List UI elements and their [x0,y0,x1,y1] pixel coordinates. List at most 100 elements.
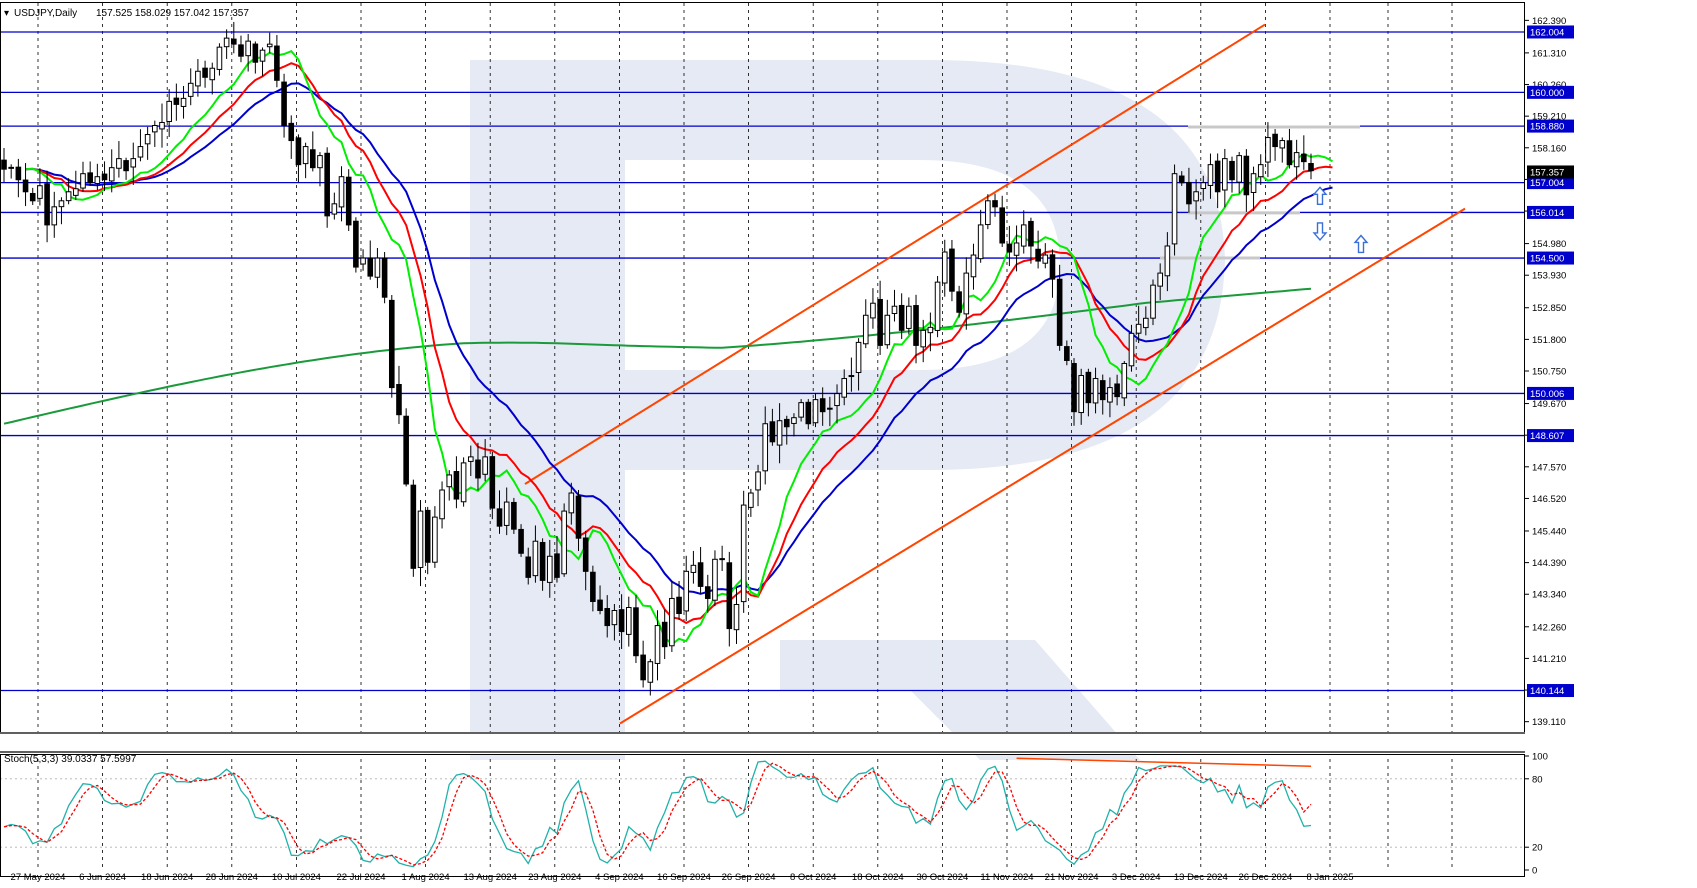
candle-body [561,510,567,575]
candle-body [281,81,287,126]
candle-body [776,420,783,446]
candle-body [956,291,962,313]
candle-body [1171,173,1178,245]
candle-body [862,314,869,345]
candle-body [1107,387,1113,403]
horizontal-levels [0,31,1525,692]
x-tick-label: 3 Dec 2024 [1112,872,1161,883]
candle-body [1150,284,1156,319]
candle-body [546,555,553,583]
candle-body [130,158,137,168]
candle-body [388,299,395,389]
candle-body [748,492,754,508]
candle-body [554,553,560,578]
stoch-divergence-line [1016,757,1312,768]
x-tick-label: 16 Sep 2024 [657,872,711,883]
candle-body [877,298,883,346]
candle-body [733,603,740,631]
y-tick-label: 139.110 [1532,717,1566,728]
candle-body [467,456,474,462]
y-tick-label: 141.210 [1532,654,1566,665]
header-arrow-icon[interactable]: ▾ [4,8,9,19]
candle-body [302,146,309,165]
candle-body [568,492,575,514]
candle-body [963,272,970,315]
candle-body [460,462,467,503]
candle-body [539,541,546,581]
candle-body [324,152,330,217]
candle-body [381,257,388,298]
candle-body [1056,278,1063,346]
stoch-tick-label: 0 [1532,866,1537,877]
x-tick-label: 26 Dec 2024 [1238,872,1292,883]
candle-body [116,158,122,169]
candle-body [697,562,704,587]
y-tick-label: 159.210 [1532,112,1566,123]
y-tick-label: 145.440 [1532,526,1566,537]
candle-body [920,329,927,348]
candle-body [295,137,302,166]
candle-body [1301,153,1307,163]
candle-body [582,537,589,572]
sell-arrow-icon [1312,222,1328,242]
candle-body [848,375,855,378]
candle-body [403,415,409,485]
y-tick-label: 146.520 [1532,494,1566,505]
candle-body [1114,383,1120,398]
candle-body [834,393,840,407]
candle-body [891,305,898,315]
level-badge-label: 162.004 [1530,27,1564,38]
y-tick-label: 153.930 [1532,271,1566,282]
level-badge-label: 160.000 [1530,88,1564,99]
y-tick-label: 143.340 [1532,590,1566,601]
x-tick-label: 21 Nov 2024 [1045,872,1099,883]
candle-body [1143,317,1149,329]
candle-body [633,607,639,657]
level-badge [1527,119,1574,133]
candle-body [654,625,661,664]
y-tick-label: 150.750 [1532,367,1566,378]
candle-body [949,248,955,292]
candle-body [29,192,36,202]
candle-body [934,281,941,331]
candle-body [439,489,445,520]
candle-body [1164,245,1171,277]
candle-body [1085,371,1092,404]
candle-body [1135,323,1142,334]
candle-body [202,67,208,78]
level-badge [1527,176,1574,190]
candle-body [108,167,115,182]
stoch-tick-label: 80 [1532,774,1543,785]
candle-body [1078,375,1084,414]
candle-body [1121,362,1128,399]
candle-body [360,257,366,265]
level-badge [1527,684,1574,698]
buy-arrow-icon [1353,234,1369,254]
candle-body [1265,137,1271,163]
candle-body [927,326,934,334]
candle-body [338,176,345,208]
watermark-logo [470,60,1225,760]
candle-body [575,495,582,539]
candle-body [1157,272,1163,287]
candle-body [798,402,804,418]
candle-body [992,200,998,208]
y-tick-label: 154.980 [1532,239,1566,250]
candle-body [970,254,977,278]
candle-body [266,43,273,48]
candle-body [374,257,381,278]
candle-body [712,558,718,601]
trend-channel [524,23,1466,725]
candle-body [367,257,374,277]
candle-body [783,418,790,428]
candle-body [1308,163,1314,172]
level-badge-label: 140.144 [1530,686,1564,697]
ma-fast-line [25,50,1333,646]
candle-body [101,173,108,181]
y-tick-label: 142.260 [1532,622,1566,633]
candle-body [755,471,761,491]
candle-body [1006,243,1013,253]
candle-body [1071,363,1077,413]
current-price-badge-label: 157.357 [1530,167,1564,178]
